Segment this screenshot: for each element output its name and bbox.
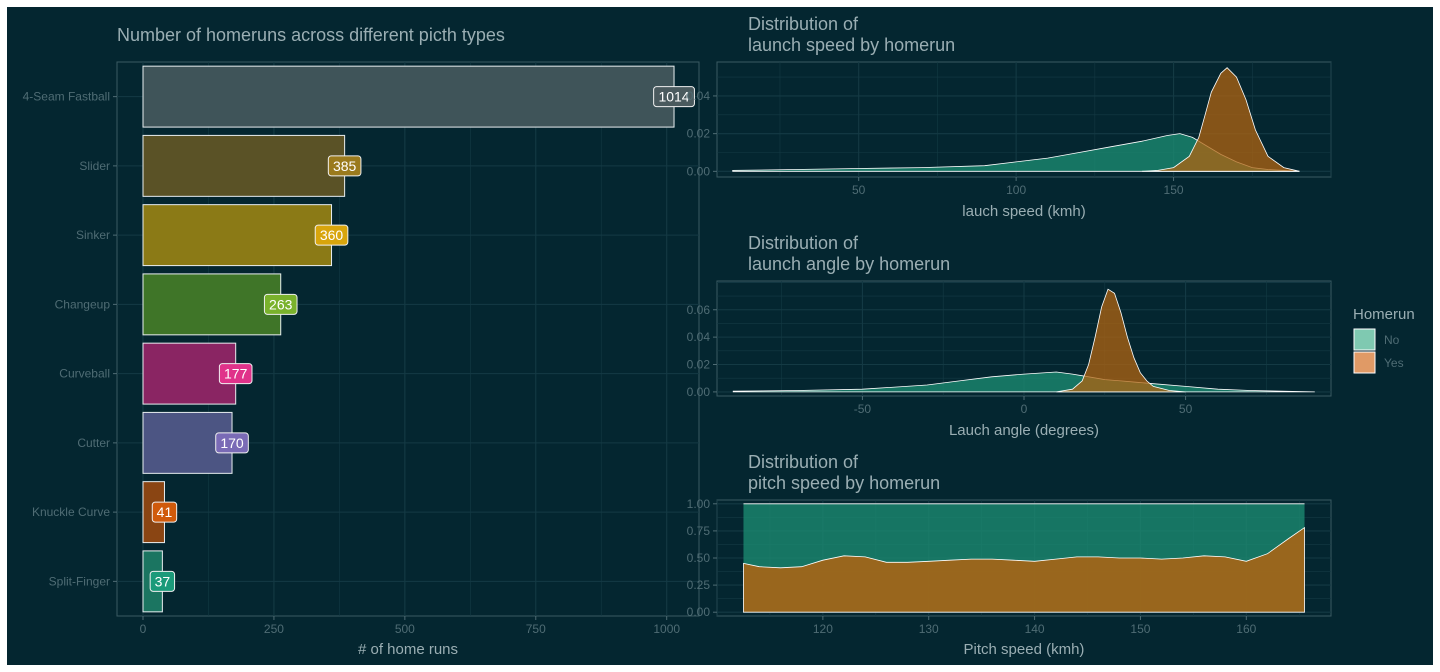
legend-label-yes: Yes: [1384, 356, 1404, 370]
launch-speed-y-tick-label: 0.02: [687, 127, 711, 141]
launch-angle-x-tick-label: -50: [854, 402, 872, 416]
bar: [142, 204, 333, 267]
bar-x-axis-label: # of home runs: [358, 641, 458, 658]
bar-value-label: 360: [320, 227, 344, 243]
launch-angle-y-tick-label: 0.06: [687, 303, 711, 317]
bar-category-label: 4-Seam Fastball: [23, 90, 110, 104]
launch-angle-title: Distribution of launch angle by homerun: [748, 233, 950, 274]
bar-value-label: 385: [333, 158, 357, 174]
launch-angle-title-line: Distribution of: [748, 233, 859, 253]
pitch-speed-x-axis-label: Pitch speed (kmh): [964, 641, 1085, 658]
bar-value-label: 37: [155, 573, 171, 589]
bar-category-label: Sinker: [76, 228, 110, 242]
pitch-speed-x-tick-label: 130: [919, 622, 939, 636]
bar-value-label: 1014: [658, 89, 689, 105]
launch-speed-x-tick-label: 50: [852, 183, 866, 197]
bar-value-box: [327, 155, 362, 177]
density-area-yes: [743, 526, 1305, 613]
pitch-speed-x-tick-label: 160: [1236, 622, 1256, 636]
launch-angle-y-tick-label: 0.04: [687, 330, 711, 344]
bar-panel-border: [116, 61, 700, 617]
chart-figure: Number of homeruns across different pict…: [23, 14, 1415, 658]
bar-category-label: Cutter: [77, 436, 110, 450]
pitch-speed-title-line: Distribution of: [748, 452, 859, 472]
pitch-speed-x-tick-label: 120: [813, 622, 833, 636]
bar-value-label: 263: [269, 296, 293, 312]
launch-angle-x-tick-label: 0: [1021, 402, 1028, 416]
bar-x-tick-label: 1000: [653, 622, 680, 636]
pitch-speed-title-line: pitch speed by homerun: [748, 473, 940, 493]
pitch-speed-y-tick-label: 0.25: [687, 578, 711, 592]
launch-speed-x-tick-label: 100: [1006, 183, 1026, 197]
density-area-yes: [1142, 67, 1300, 172]
launch-angle-title-line: launch angle by homerun: [748, 254, 950, 274]
bar-x-tick-label: 0: [140, 622, 147, 636]
bar-value-label: 177: [224, 366, 248, 382]
launch-speed-x-tick-label: 150: [1164, 183, 1184, 197]
bar-category-label: Knuckle Curve: [32, 505, 110, 519]
bar-category-label: Changeup: [55, 297, 111, 311]
launch-angle-y-tick-label: 0.00: [687, 385, 711, 399]
bar-chart-title: Number of homeruns across different pict…: [117, 25, 505, 45]
launch-speed-y-tick-label: 0.00: [687, 164, 711, 178]
bar-value-box: [151, 501, 178, 523]
pitch-speed-title: Distribution of pitch speed by homerun: [748, 452, 940, 493]
bar-value-box: [215, 432, 249, 454]
bar-x-tick-label: 500: [395, 622, 415, 636]
legend-label-no: No: [1384, 333, 1400, 347]
bar-category-label: Split-Finger: [49, 574, 110, 588]
launch-speed-x-axis-label: lauch speed (kmh): [962, 203, 1085, 220]
launch-speed-title: Distribution of launch speed by homerun: [748, 14, 955, 55]
launch-speed-title-line: Distribution of: [748, 14, 859, 34]
launch-angle-y-tick-label: 0.02: [687, 358, 711, 372]
bar-category-label: Curveball: [59, 367, 110, 381]
bar-value-box: [314, 224, 349, 246]
legend-swatch-yes: [1353, 351, 1376, 374]
bar-x-tick-label: 250: [264, 622, 284, 636]
bar-x-tick-label: 750: [526, 622, 546, 636]
launch-angle-x-tick-label: 50: [1179, 402, 1193, 416]
launch-angle-x-axis-label: Lauch angle (degrees): [949, 422, 1099, 439]
bar-category-label: Slider: [79, 159, 110, 173]
bar-value-box: [149, 570, 176, 592]
bar-value-label: 41: [157, 504, 173, 520]
bar-value-box: [263, 293, 298, 315]
density-area-no: [732, 371, 1315, 393]
bar: [142, 273, 282, 336]
bar-value-box: [218, 363, 253, 385]
bar: [142, 65, 675, 128]
pitch-speed-y-tick-label: 1.00: [687, 497, 711, 511]
pitch-speed-x-tick-label: 140: [1025, 622, 1045, 636]
pitch-speed-y-tick-label: 0.00: [687, 605, 711, 619]
pitch-speed-y-tick-label: 0.50: [687, 551, 711, 565]
launch-speed-y-tick-label: 0.04: [687, 89, 711, 103]
legend-swatch-no: [1353, 328, 1376, 351]
chart-stage: Number of homeruns across different pict…: [7, 7, 1433, 665]
density-area-yes: [1056, 288, 1186, 393]
pitch-speed-y-tick-label: 0.75: [687, 524, 711, 538]
bar-value-label: 170: [220, 435, 244, 451]
launch-speed-title-line: launch speed by homerun: [748, 35, 955, 55]
bar-value-box: [653, 86, 695, 108]
pitch-speed-x-tick-label: 150: [1130, 622, 1150, 636]
legend-title: Homerun: [1353, 306, 1415, 323]
bar: [142, 134, 346, 197]
